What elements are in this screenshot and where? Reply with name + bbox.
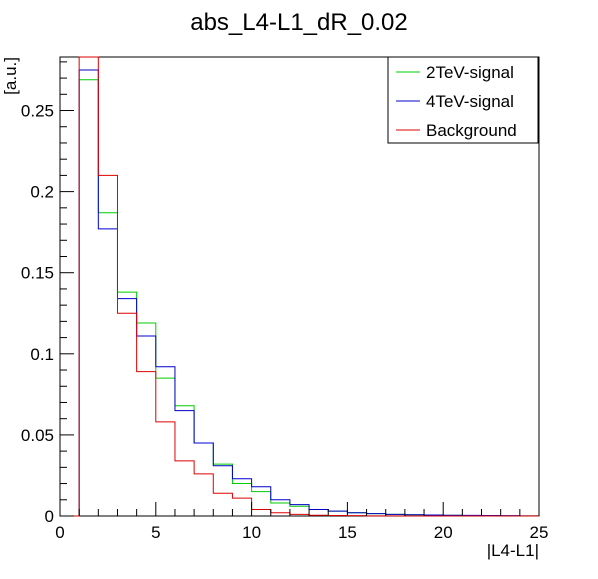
legend-label-2: Background <box>426 121 517 140</box>
legend-box <box>387 56 539 144</box>
y-tick-label: 0.25 <box>21 102 54 121</box>
x-tick-label: 15 <box>338 523 357 542</box>
legend-label-0: 2TeV-signal <box>426 63 514 82</box>
chart-title: abs_L4-L1_dR_0.02 <box>190 9 408 36</box>
legend-label-1: 4TeV-signal <box>426 92 514 111</box>
y-tick-label: 0.2 <box>30 183 54 202</box>
y-tick-label: 0.1 <box>30 345 54 364</box>
x-axis-label: |L4-L1| <box>487 541 539 560</box>
y-tick-label: 0.05 <box>21 426 54 445</box>
series-0-line <box>60 79 540 517</box>
x-tick-label: 10 <box>242 523 261 542</box>
x-tick-label: 0 <box>55 523 64 542</box>
x-tick-label: 5 <box>151 523 160 542</box>
x-tick-label: 25 <box>530 523 549 542</box>
legend: 2TeV-signal 4TeV-signal Background <box>387 56 539 144</box>
y-tick-label: 0 <box>45 507 54 526</box>
x-tick-label: 20 <box>434 523 453 542</box>
y-tick-label: 0.15 <box>21 264 54 283</box>
y-axis-label: [a.u.] <box>1 57 20 95</box>
plot-frame <box>59 56 540 517</box>
